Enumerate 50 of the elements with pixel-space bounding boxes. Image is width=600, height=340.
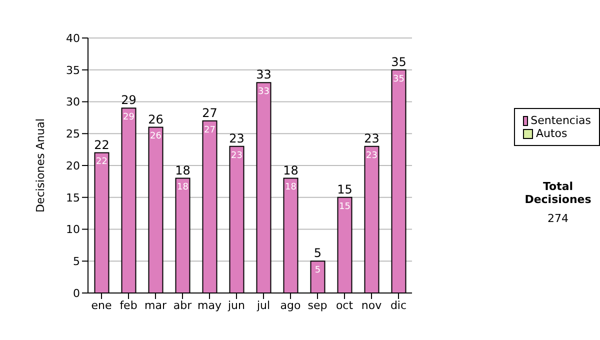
total-label: 23 bbox=[364, 131, 380, 146]
total-label: 15 bbox=[337, 182, 352, 196]
data-label: 26 bbox=[150, 132, 162, 142]
x-tick-label: ago bbox=[280, 298, 301, 312]
y-tick-label: 35 bbox=[66, 64, 80, 77]
y-axis-title: Decisiones Anual bbox=[34, 118, 47, 213]
y-tick-label: 40 bbox=[66, 32, 80, 45]
total-label: 5 bbox=[314, 246, 322, 260]
y-tick-label: 20 bbox=[66, 159, 80, 172]
data-label: 29 bbox=[123, 112, 135, 123]
x-tick-label: sep bbox=[308, 298, 328, 312]
y-tick-label: 5 bbox=[73, 255, 80, 268]
x-tick-label: nov bbox=[361, 298, 382, 312]
data-label: 27 bbox=[204, 125, 216, 136]
data-label: 23 bbox=[231, 150, 242, 161]
total-label: 26 bbox=[148, 112, 164, 126]
data-label: 23 bbox=[366, 150, 378, 161]
text: Total Decisiones bbox=[524, 180, 592, 206]
total-label: 29 bbox=[121, 93, 136, 108]
x-tick-label: jun bbox=[227, 298, 246, 312]
text: 274 bbox=[546, 212, 570, 225]
data-label: 35 bbox=[393, 74, 404, 84]
data-label: 15 bbox=[339, 202, 350, 212]
total-label: 22 bbox=[94, 138, 110, 152]
x-tick-label: oct bbox=[336, 298, 354, 312]
x-tick-label: may bbox=[198, 298, 222, 312]
legend-label: Sentencias bbox=[530, 114, 591, 127]
y-tick-label: 10 bbox=[66, 223, 80, 236]
total-label: 18 bbox=[175, 163, 190, 178]
y-tick-label: 25 bbox=[66, 128, 80, 141]
data-label: 18 bbox=[285, 182, 297, 193]
total-label: 18 bbox=[283, 163, 298, 178]
y-tick-label: 30 bbox=[66, 96, 80, 109]
data-label: 5 bbox=[314, 266, 321, 276]
x-tick-label: ene bbox=[91, 298, 112, 312]
x-tick-label: abr bbox=[173, 298, 192, 312]
x-tick-label: jul bbox=[256, 298, 270, 312]
x-tick-label: feb bbox=[120, 298, 138, 312]
x-tick-label: mar bbox=[144, 298, 167, 312]
data-label: 18 bbox=[177, 182, 189, 193]
data-label: 33 bbox=[258, 87, 270, 98]
y-tick-label: 15 bbox=[66, 191, 80, 204]
total-label: 33 bbox=[256, 68, 272, 82]
x-tick-label: dic bbox=[390, 298, 407, 312]
total-label: 23 bbox=[229, 131, 244, 146]
total-label: 35 bbox=[391, 54, 406, 69]
legend-label: Autos bbox=[536, 127, 568, 140]
total-label: 27 bbox=[202, 106, 218, 120]
y-tick-label: 0 bbox=[73, 286, 80, 300]
data-label: 22 bbox=[96, 157, 108, 168]
